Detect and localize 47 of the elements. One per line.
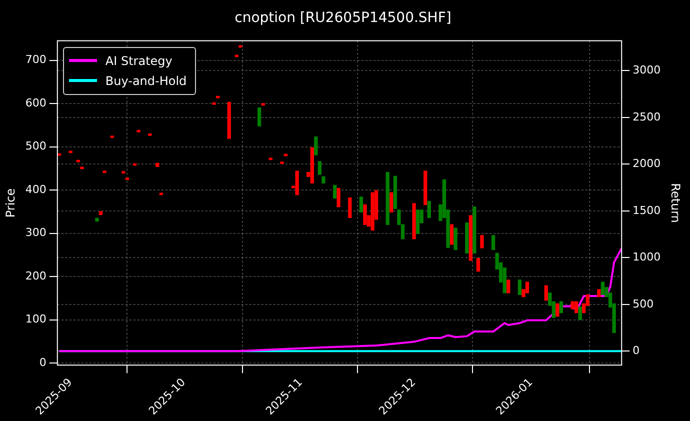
y-tick-label: 300 <box>25 226 46 240</box>
candlestick <box>454 228 458 250</box>
y2-tick-label: 2000 <box>632 157 661 170</box>
candlestick <box>332 184 337 199</box>
candlestick <box>238 45 242 48</box>
y-tick-label: 500 <box>25 140 46 153</box>
candlestick <box>234 54 238 58</box>
candlestick <box>212 102 216 105</box>
chart-title: cnoption [RU2605P14500.SHF] <box>234 10 452 26</box>
candlestick <box>574 301 578 314</box>
legend-label: AI Strategy <box>105 52 172 70</box>
candlestick <box>284 154 288 156</box>
y-tick-label: 600 <box>25 96 46 110</box>
y-axis-title: Price <box>3 188 18 218</box>
candlestick <box>336 188 340 208</box>
y2-tick-label: 2500 <box>632 110 661 124</box>
candlestick <box>159 192 164 196</box>
candlestick <box>559 301 564 314</box>
y2-axis-title: Return <box>668 183 683 223</box>
candlestick <box>556 303 560 317</box>
candlestick <box>570 301 574 310</box>
y-tick-label: 700 <box>25 53 46 66</box>
candlestick <box>76 160 80 162</box>
y2-tick-label: 1500 <box>632 204 661 217</box>
candlestick <box>68 150 72 154</box>
legend-label: Buy-and-Hold <box>105 72 187 90</box>
y-tick-label: 100 <box>25 312 46 326</box>
y-tick-label: 200 <box>25 269 46 282</box>
candlestick <box>450 224 454 245</box>
y2-tick-label: 3000 <box>632 64 661 77</box>
candlestick <box>525 282 530 294</box>
y-tick-label: 0 <box>39 356 46 369</box>
candlestick <box>132 163 137 166</box>
y2-tick-label: 0 <box>632 344 640 358</box>
candlestick <box>80 166 84 170</box>
candlestick <box>348 197 352 218</box>
candlestick <box>468 215 472 261</box>
candlestick <box>370 192 374 231</box>
y-tick-label: 400 <box>25 182 46 196</box>
y2-tick-label: 1000 <box>632 250 661 264</box>
candlestick <box>57 153 62 156</box>
candlestick <box>216 96 220 98</box>
candlestick <box>314 136 318 156</box>
candlestick <box>427 200 431 218</box>
y2-tick-label: 500 <box>632 297 654 310</box>
candlestick <box>578 306 582 320</box>
candlestick <box>544 285 548 301</box>
